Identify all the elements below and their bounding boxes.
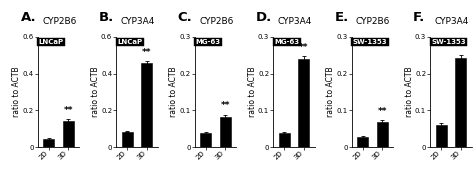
Text: **: ** xyxy=(220,101,230,110)
Bar xyxy=(456,58,466,147)
Text: CYP2B6: CYP2B6 xyxy=(356,17,391,26)
Y-axis label: ratio to ACTB: ratio to ACTB xyxy=(404,67,413,117)
Text: A.: A. xyxy=(20,10,36,24)
Text: MG-63: MG-63 xyxy=(274,39,299,45)
Text: SW-1353: SW-1353 xyxy=(353,39,387,45)
Text: **: ** xyxy=(299,43,309,52)
Text: CYP3A4: CYP3A4 xyxy=(435,17,469,26)
Text: **: ** xyxy=(142,48,152,57)
Bar xyxy=(141,63,152,147)
Bar xyxy=(220,117,231,147)
Text: CYP3A4: CYP3A4 xyxy=(120,17,155,26)
Text: B.: B. xyxy=(99,10,114,24)
Bar xyxy=(63,121,74,147)
Text: **: ** xyxy=(378,107,387,116)
Bar xyxy=(299,59,309,147)
Text: E.: E. xyxy=(335,10,349,24)
Text: SW-1353: SW-1353 xyxy=(431,39,466,45)
Text: C.: C. xyxy=(178,10,192,24)
Y-axis label: ratio to ACTB: ratio to ACTB xyxy=(247,67,256,117)
Y-axis label: ratio to ACTB: ratio to ACTB xyxy=(12,67,21,117)
Text: CYP3A4: CYP3A4 xyxy=(277,17,312,26)
Text: **: ** xyxy=(64,106,73,115)
Bar xyxy=(436,125,447,147)
Bar xyxy=(357,137,368,147)
Bar xyxy=(201,133,211,147)
Text: LNCaP: LNCaP xyxy=(39,39,64,45)
Text: CYP2B6: CYP2B6 xyxy=(42,17,76,26)
Text: D.: D. xyxy=(256,10,272,24)
Text: LNCaP: LNCaP xyxy=(117,39,142,45)
Text: MG-63: MG-63 xyxy=(196,39,221,45)
Text: CYP2B6: CYP2B6 xyxy=(199,17,233,26)
Bar xyxy=(279,133,290,147)
Y-axis label: ratio to ACTB: ratio to ACTB xyxy=(91,67,100,117)
Text: F.: F. xyxy=(413,10,425,24)
Bar xyxy=(377,122,388,147)
Y-axis label: ratio to ACTB: ratio to ACTB xyxy=(169,67,178,117)
Y-axis label: ratio to ACTB: ratio to ACTB xyxy=(326,67,335,117)
Text: **: ** xyxy=(456,41,465,50)
Bar xyxy=(122,132,133,147)
Bar xyxy=(43,139,54,147)
